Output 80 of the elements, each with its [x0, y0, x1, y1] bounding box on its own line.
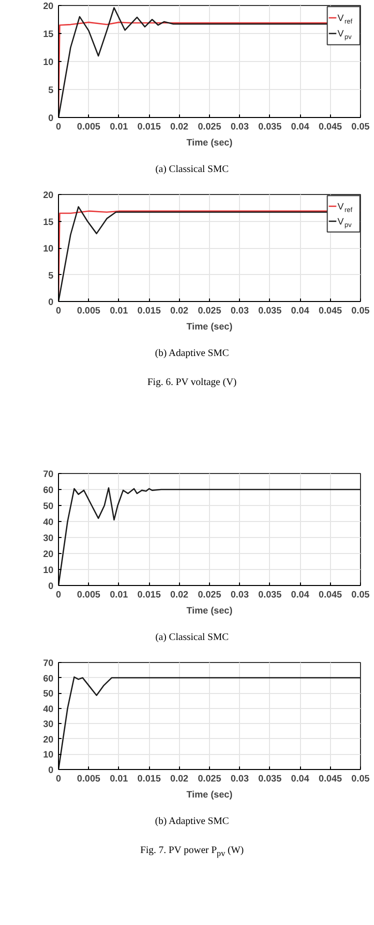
x-tick-label: 0.03: [230, 122, 249, 132]
x-tick-label: 0.045: [318, 306, 342, 316]
y-tick-label: 10: [43, 565, 54, 575]
text: (b) Adaptive SMC: [154, 815, 230, 829]
x-tick-label: 0.02: [170, 774, 188, 784]
x-tick-label: 0.03: [230, 774, 249, 784]
x-tick-label: 0: [56, 306, 62, 316]
y-tick-label: 15: [43, 216, 54, 227]
x-tick-label: 0.025: [198, 122, 222, 132]
x-tick-label: 0: [56, 590, 62, 600]
x-tick-label: 0.01: [110, 122, 128, 132]
x-tick-label: 0.02: [170, 306, 188, 316]
x-tick-label: 0.045: [318, 590, 342, 600]
x-tick-label: 0.035: [258, 774, 282, 784]
x-tick-label: 0.015: [137, 590, 161, 600]
y-tick-label: 0: [48, 765, 54, 775]
x-axis-title: Time (sec): [186, 790, 232, 800]
x-tick-label: 0.015: [137, 774, 161, 784]
x-tick-label: 0.01: [110, 590, 128, 600]
text: (a) Classical SMC: [154, 631, 230, 645]
y-tick-label: 15: [43, 29, 54, 39]
x-tick-label: 0.04: [291, 306, 310, 316]
x-tick-label: 0.035: [258, 122, 282, 132]
y-tick-label: 20: [43, 549, 54, 559]
x-axis-title: Time (sec): [186, 606, 232, 616]
y-tick-label: 0: [48, 297, 54, 307]
x-tick-label: 0.03: [230, 306, 249, 316]
x-tick-label: 0.01: [110, 774, 128, 784]
y-tick-label: 30: [43, 719, 54, 730]
y-tick-label: 70: [43, 469, 54, 479]
y-tick-label: 10: [43, 750, 54, 760]
y-tick-label: 50: [43, 688, 54, 699]
x-axis-title: Time (sec): [186, 322, 232, 332]
x-tick-label: 0.025: [198, 774, 222, 784]
x-tick-label: 0.02: [170, 590, 188, 600]
x-tick-label: 0.05: [351, 122, 370, 132]
y-tick-label: 10: [43, 57, 54, 67]
y-tick-label: 70: [43, 658, 54, 668]
x-tick-label: 0.04: [291, 774, 310, 784]
x-tick-label: 0.05: [351, 306, 370, 316]
x-tick-label: 0.005: [77, 590, 100, 600]
x-tick-label: 0.025: [198, 590, 222, 600]
x-tick-label: 0.035: [258, 590, 282, 600]
x-tick-label: 0.03: [230, 590, 249, 600]
x-tick-label: 0.015: [137, 306, 161, 316]
x-tick-label: 0.05: [351, 590, 370, 600]
x-tick-label: 0.01: [110, 306, 128, 316]
x-tick-label: 0: [56, 774, 62, 784]
x-tick-label: 0.045: [318, 774, 342, 784]
caption: Fig. 6. PV voltage (V): [146, 376, 238, 390]
x-tick-label: 0.005: [77, 122, 100, 132]
x-tick-label: 0.025: [198, 306, 222, 316]
x-tick-label: 0.045: [318, 122, 342, 132]
x-tick-label: 0.005: [77, 306, 100, 316]
y-tick-label: 20: [43, 734, 54, 744]
x-tick-label: 0.04: [291, 122, 310, 132]
x-axis-title: Time (sec): [186, 138, 232, 148]
y-tick-label: 40: [43, 517, 54, 527]
y-tick-label: 20: [43, 1, 54, 11]
y-tick-label: 0: [48, 113, 54, 123]
text: (a) Classical SMC: [154, 163, 230, 177]
y-tick-label: 0: [48, 581, 54, 591]
y-tick-label: 40: [43, 704, 54, 714]
y-tick-label: 10: [43, 244, 54, 254]
y-tick-label: 60: [43, 485, 54, 495]
text: (b) Adaptive SMC: [154, 347, 230, 361]
y-tick-label: 30: [43, 533, 54, 543]
y-tick-label: 20: [43, 190, 54, 200]
x-tick-label: 0: [56, 122, 62, 132]
x-tick-label: 0.005: [77, 774, 100, 784]
caption: Fig. 7. PV power P$_{pv}$ (W): [139, 844, 245, 860]
y-tick-label: 60: [43, 673, 54, 684]
x-tick-label: 0.04: [291, 590, 310, 600]
x-tick-label: 0.02: [170, 122, 188, 132]
x-tick-label: 0.015: [137, 122, 161, 132]
x-tick-label: 0.05: [351, 774, 370, 784]
y-tick-label: 50: [43, 501, 54, 511]
x-tick-label: 0.035: [258, 306, 282, 316]
y-tick-label: 5: [48, 270, 54, 280]
y-tick-label: 5: [48, 85, 54, 95]
